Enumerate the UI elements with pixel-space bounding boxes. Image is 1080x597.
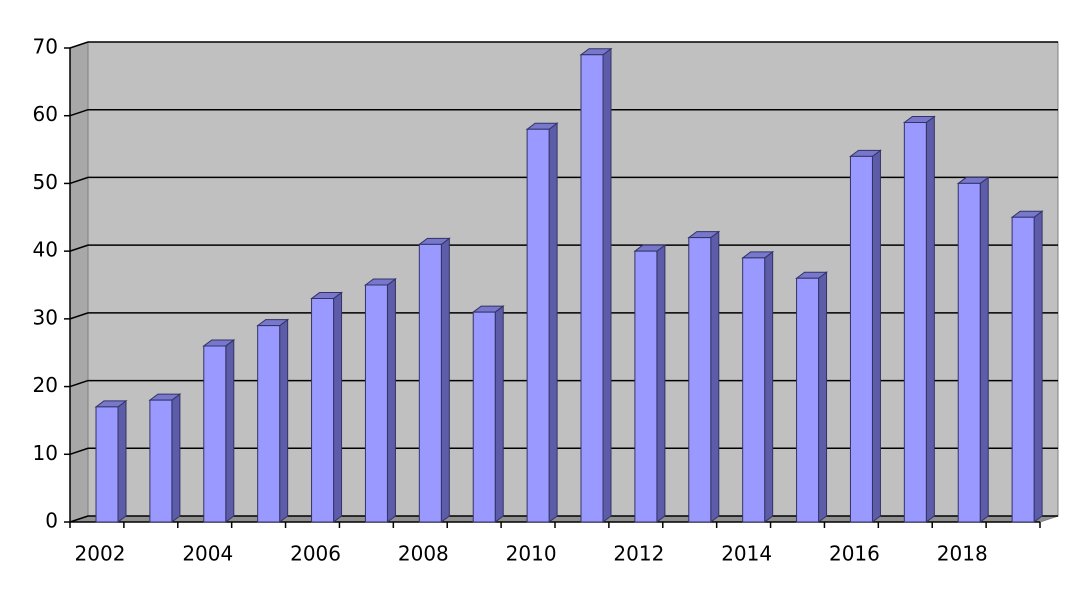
x-tick-label: 2012 [613,542,664,566]
bar-front [580,54,604,523]
bar-front [149,399,173,523]
grid-line [69,41,1058,49]
bar-front [903,121,927,523]
x-tick-label: 2016 [829,542,880,566]
bar [525,122,559,523]
bar-front [634,250,658,523]
bar [956,176,990,523]
x-tick-label: 2008 [398,542,449,566]
bar-side [818,271,828,523]
bar-side [871,149,881,523]
x-tick-label: 2010 [506,542,557,566]
y-tick-label: 30 [33,305,58,329]
bar-side [225,338,235,523]
side-wall [69,41,89,523]
y-tick-label: 0 [45,509,58,533]
bar [1010,210,1044,523]
grid-line [69,312,1058,320]
x-tick-label: 2004 [182,542,233,566]
bar-front [203,345,227,523]
x-tick-label: 2002 [75,542,126,566]
bar-front [526,128,550,523]
bar-side [710,230,720,523]
y-tick-label: 70 [33,35,58,59]
bar [471,305,505,523]
bar [579,47,613,523]
bar-front [257,325,281,523]
bar [310,291,344,523]
grid-line [69,108,1058,117]
bar-front [95,406,119,523]
bar-front [742,257,766,523]
grid-line [69,515,1058,523]
bar [902,115,936,523]
x-tick-label: 2006 [290,542,341,566]
bar-side [117,399,127,523]
y-tick-label: 50 [33,170,58,194]
bar-front [688,237,712,523]
bar-front [796,277,820,523]
bar [687,230,721,523]
grid-line [69,379,1058,388]
bar [417,237,451,523]
bar-side [979,176,989,523]
y-tick-label: 20 [33,373,58,397]
grid-line [69,244,1058,252]
bar [795,271,829,523]
bar-side [279,318,289,523]
bar-side [386,278,396,523]
bar-side [548,122,558,523]
x-tick-label: 2014 [721,542,772,566]
bar [741,250,775,523]
bar-side [171,393,181,523]
grid-line [69,447,1058,455]
bar [94,399,128,523]
bar [202,338,236,523]
y-tick-label: 40 [33,238,58,262]
bar-front [472,311,496,523]
bar [256,318,290,523]
bar-side [602,47,612,523]
bar-front [418,243,442,523]
x-tick-label: 2018 [937,542,988,566]
bar-front [364,284,388,523]
bar-side [1033,210,1043,523]
y-tick-label: 10 [33,441,58,465]
y-tick-label: 60 [33,102,58,126]
bar-front [1011,216,1035,523]
bar [848,149,882,523]
bar [633,244,667,523]
bar [363,278,397,523]
bar-side [333,291,343,523]
bar-side [494,305,504,523]
bar-front [849,155,873,523]
bar [148,393,182,523]
grid-line [69,176,1058,185]
bar-front [957,182,981,523]
bar-front [311,298,335,523]
bar-side [440,237,450,523]
bar-side [656,244,666,523]
bar-side [764,250,774,523]
bar-side [925,115,935,523]
